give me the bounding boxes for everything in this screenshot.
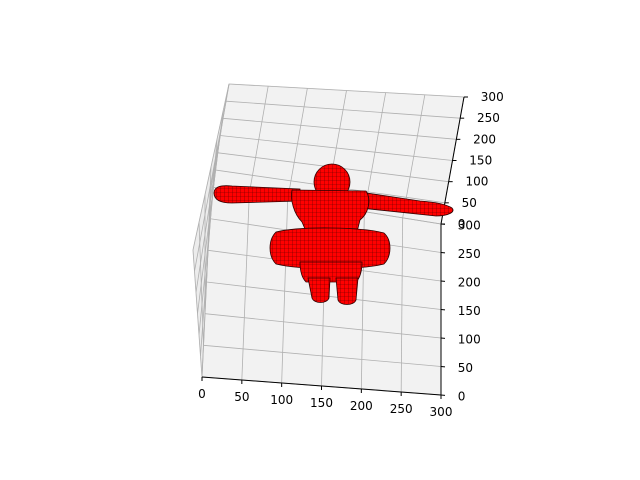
y-tick-1-label: 50: [458, 361, 473, 375]
z-tick-1-label: 50: [462, 196, 477, 210]
x-tick-0-label: 0: [198, 387, 206, 401]
y-tick-3-label: 150: [458, 304, 481, 318]
y-tick-2-label: 100: [458, 333, 481, 347]
right-leg: [335, 277, 359, 305]
y-tick-6-label: 300: [458, 219, 481, 233]
back-grid-z-5: [225, 100, 461, 119]
x-tick-1-label: 50: [234, 390, 249, 404]
y-tick-0-label: 0: [458, 390, 466, 404]
right-arm: [359, 191, 454, 217]
left-leg: [307, 277, 331, 303]
z-tick-0-label: 0: [458, 217, 466, 231]
y-tick-4-label: 200: [458, 276, 481, 290]
z-tick-2-label: 100: [465, 175, 488, 189]
y-tick-5-label: 250: [458, 247, 481, 261]
tick-marks: [201, 96, 468, 399]
z-tick-6-label: 300: [481, 90, 504, 104]
left-grid-z-6: [192, 83, 230, 251]
z-tick-3-label: 150: [469, 154, 492, 168]
voxel-figure: [213, 163, 454, 305]
x-tick-6-label: 300: [430, 405, 453, 419]
x-tick-2-label: 100: [270, 393, 293, 407]
back-grid-z-6: [228, 83, 465, 98]
z-tick-4-label: 200: [473, 132, 496, 146]
left-grid-y-6: [210, 83, 230, 188]
x-tick-3-label: 150: [310, 396, 333, 410]
tick-labels: 0 50 100 150 200 250 3000501001502002503000501…: [198, 90, 504, 419]
z-tick-5-label: 250: [477, 111, 500, 125]
left-arm: [213, 185, 301, 204]
x-tick-5-label: 250: [390, 402, 413, 416]
waist-ring: [269, 227, 391, 269]
x-tick-4-label: 200: [350, 399, 373, 413]
